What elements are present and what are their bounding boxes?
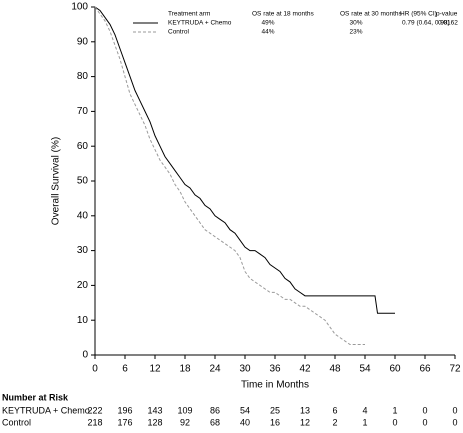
legend-header: p-value: [436, 11, 458, 18]
y-tick-label: 10: [77, 315, 89, 326]
x-tick-label: 48: [329, 364, 341, 375]
risk-value: 40: [240, 417, 250, 427]
risk-value: 0: [422, 417, 427, 427]
risk-value: 16: [270, 417, 280, 427]
risk-value: 109: [177, 405, 192, 415]
y-tick-label: 70: [77, 106, 89, 117]
legend-header: HR (95% CI): [400, 11, 437, 18]
y-tick-label: 90: [77, 36, 89, 47]
risk-value: 6: [332, 405, 337, 415]
risk-row-label: Control: [2, 417, 31, 427]
y-axis-label: Overall Survival (%): [51, 137, 62, 225]
y-tick-label: 0: [82, 350, 88, 361]
risk-value: 196: [117, 405, 132, 415]
risk-value: 68: [210, 417, 220, 427]
legend-cell: 49%: [261, 20, 274, 27]
y-tick-label: 80: [77, 71, 89, 82]
risk-value: 0: [452, 405, 457, 415]
x-tick-label: 12: [149, 364, 161, 375]
risk-value: 128: [147, 417, 162, 427]
risk-value: 12: [300, 417, 310, 427]
x-tick-label: 66: [419, 364, 431, 375]
x-tick-label: 60: [389, 364, 401, 375]
risk-value: 176: [117, 417, 132, 427]
x-tick-label: 18: [179, 364, 191, 375]
legend-header: Treatment arm: [168, 11, 210, 18]
risk-value: 218: [87, 417, 102, 427]
risk-value: 4: [362, 405, 367, 415]
x-tick-label: 72: [449, 364, 461, 375]
x-tick-label: 0: [92, 364, 98, 375]
legend-cell: 0.79 (0.64, 0.98): [402, 20, 450, 27]
legend-cell: 30%: [349, 20, 362, 27]
y-tick-label: 60: [77, 141, 89, 152]
x-tick-label: 6: [122, 364, 128, 375]
x-tick-label: 30: [239, 364, 251, 375]
risk-value: 2: [332, 417, 337, 427]
risk-value: 0: [392, 417, 397, 427]
x-tick-label: 24: [209, 364, 221, 375]
risk-row-label: KEYTRUDA + Chemo: [2, 405, 90, 415]
y-tick-label: 20: [77, 280, 89, 291]
legend-cell: 0.0162: [438, 20, 458, 27]
x-axis-label: Time in Months: [241, 380, 309, 391]
survival-curve: [94, 6, 365, 346]
risk-value: 1: [392, 405, 397, 415]
risk-value: 143: [147, 405, 162, 415]
risk-value: 0: [452, 417, 457, 427]
legend-label: KEYTRUDA + Chemo: [168, 20, 232, 27]
risk-value: 1: [362, 417, 367, 427]
legend-header: OS rate at 18 months: [252, 11, 315, 18]
x-tick-label: 36: [269, 364, 281, 375]
legend-label: Control: [168, 29, 190, 36]
risk-value: 25: [270, 405, 280, 415]
legend-cell: 23%: [349, 29, 362, 36]
risk-title: Number at Risk: [2, 392, 69, 402]
legend-header: OS rate at 30 months: [340, 11, 403, 18]
risk-value: 0: [422, 405, 427, 415]
risk-value: 13: [300, 405, 310, 415]
risk-value: 54: [240, 405, 250, 415]
risk-value: 222: [87, 405, 102, 415]
y-tick-label: 100: [71, 2, 88, 13]
y-tick-label: 50: [77, 176, 89, 187]
y-tick-label: 40: [77, 210, 89, 221]
legend-cell: 44%: [261, 29, 274, 36]
y-tick-label: 30: [77, 245, 89, 256]
x-tick-label: 54: [359, 364, 371, 375]
risk-value: 86: [210, 405, 220, 415]
x-tick-label: 42: [299, 364, 311, 375]
survival-curve: [94, 6, 395, 314]
risk-value: 92: [180, 417, 190, 427]
